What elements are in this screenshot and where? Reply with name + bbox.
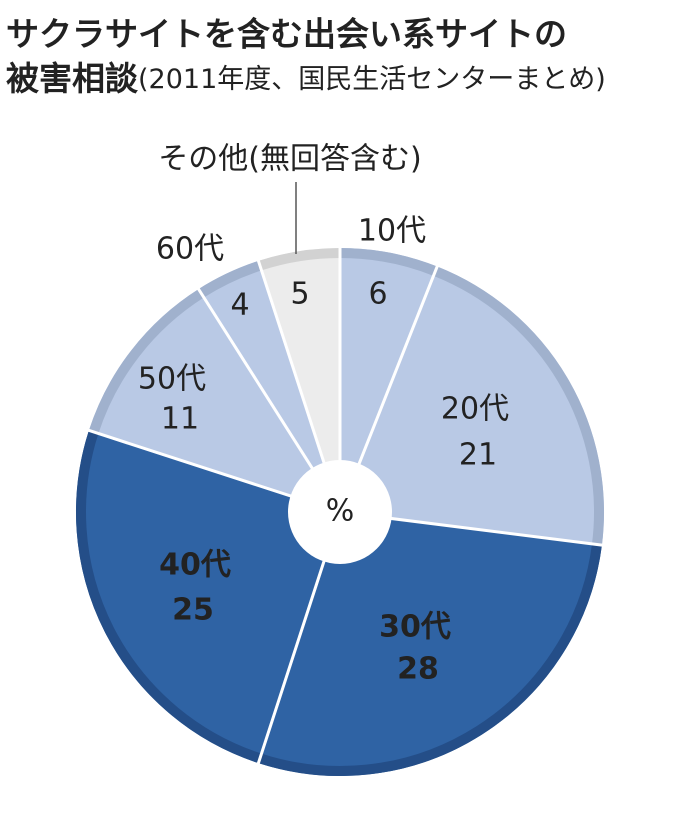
slice-value: 4 xyxy=(230,288,249,323)
slice-rim xyxy=(433,266,604,546)
slice-value: 25 xyxy=(172,593,214,628)
slice-value: 11 xyxy=(161,402,199,437)
slice xyxy=(340,248,438,512)
slice-value: 5 xyxy=(290,277,309,312)
slice-rim xyxy=(198,260,262,298)
slice-value: 6 xyxy=(368,277,387,312)
slice-value: 28 xyxy=(397,652,439,687)
slice-name: 60代 xyxy=(156,232,224,267)
slice-rim xyxy=(258,543,602,776)
slice-name: 40代 xyxy=(159,548,231,583)
slice xyxy=(258,512,602,776)
pie xyxy=(76,247,604,776)
slice-name: その他(無回答含む) xyxy=(158,142,421,177)
slice-value: 21 xyxy=(459,438,497,473)
slice-rim xyxy=(258,248,341,271)
slice-rim xyxy=(76,430,262,764)
chart-title: 被害相談 xyxy=(6,59,139,98)
slice xyxy=(340,266,604,546)
chart-title: 被害相談(2011年度、国民生活センターまとめ) xyxy=(6,59,606,98)
center-hole xyxy=(288,460,392,564)
chart-title: サクラサイトを含む出会い系サイトの xyxy=(6,15,567,54)
slice-name: 30代 xyxy=(379,610,451,645)
slice-rim xyxy=(339,248,438,276)
center-label: % xyxy=(326,494,355,529)
slice-name: 20代 xyxy=(441,392,509,427)
slice-name: 10代 xyxy=(358,214,426,249)
slice-name: 50代 xyxy=(138,362,206,397)
slice xyxy=(198,260,340,512)
chart-subtitle: (2011年度、国民生活センターまとめ) xyxy=(138,64,606,95)
slice-rim xyxy=(88,289,204,434)
slice xyxy=(88,289,340,512)
